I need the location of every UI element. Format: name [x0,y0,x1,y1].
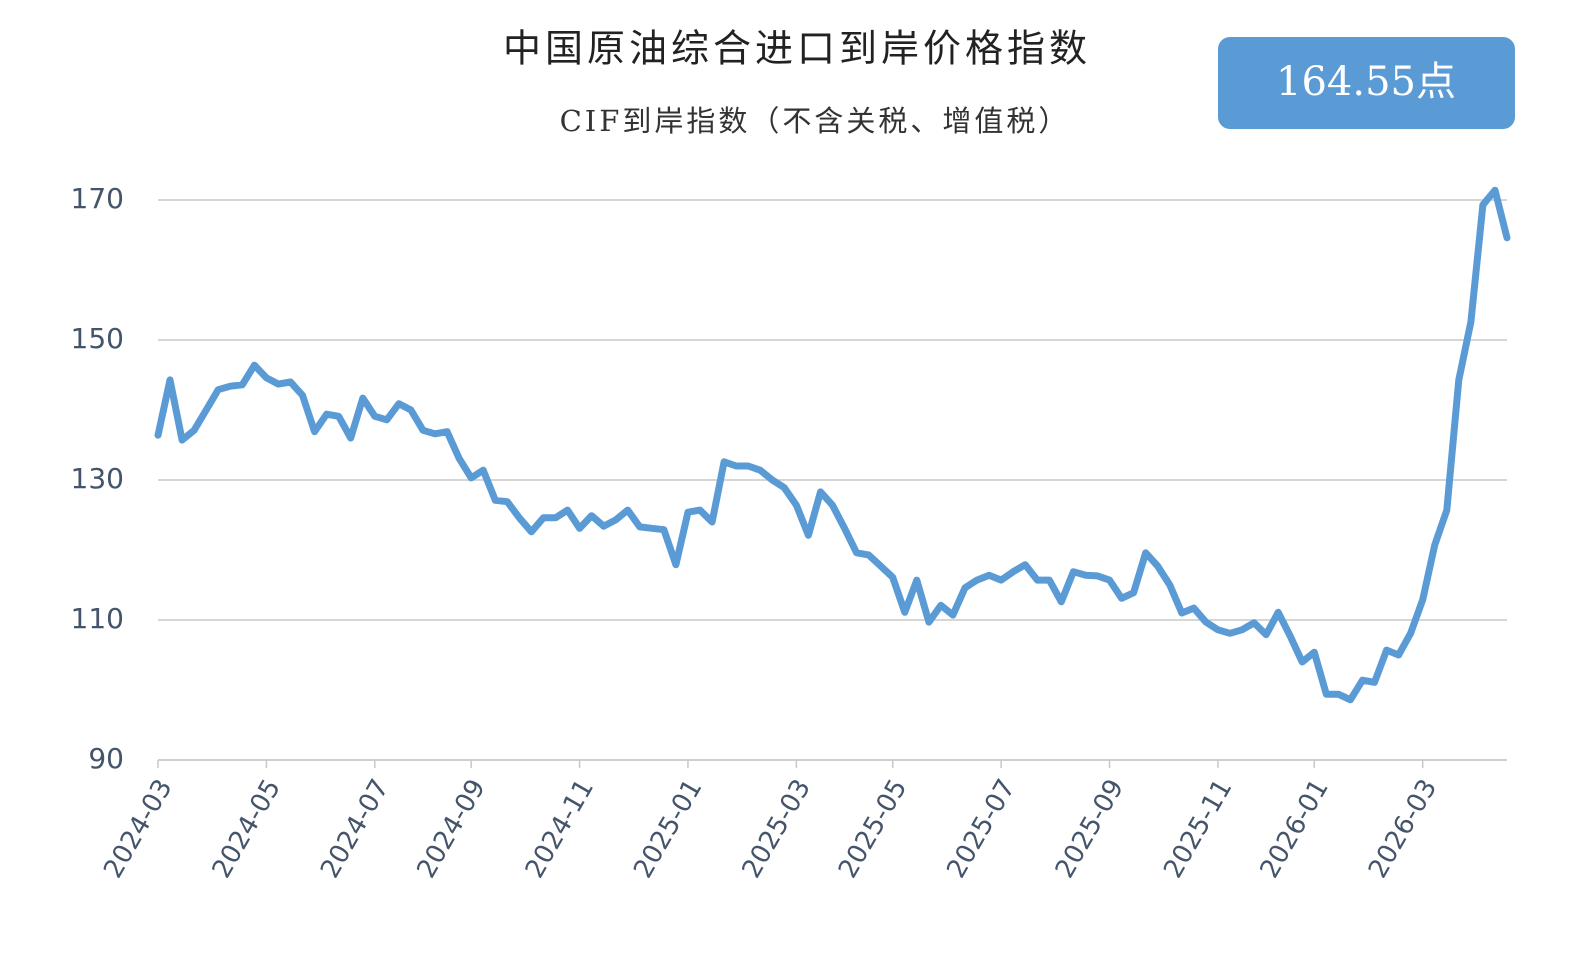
x-tick-label: 2025-05 [833,774,913,883]
x-tick-label: 2024-07 [315,774,395,883]
badge: 164.55点 [1276,59,1456,105]
y-tick-label: 90 [88,742,124,775]
x-tick-label: 2024-09 [411,774,491,883]
y-tick-label: 150 [71,322,124,355]
y-tick-label: 110 [71,602,124,635]
x-tick-label: 2024-05 [207,774,287,883]
x-tick-label: 2025-09 [1050,774,1130,883]
x-tick-label: 2026-01 [1255,774,1335,883]
chart-subtitle: CIF到岸指数（不含关税、增值税） [560,104,1071,138]
y-tick-label: 170 [71,182,124,215]
x-tick-label: 2025-07 [941,774,1021,883]
x-tick-label: 2025-03 [737,774,817,883]
chart-title: 中国原油综合进口到岸价格指数 [503,27,1091,71]
x-tick-label: 2025-11 [1158,774,1238,883]
y-tick-label: 130 [71,462,124,495]
x-tick-label: 2025-01 [628,774,708,883]
data-line [154,186,1511,704]
x-tick-label: 2024-03 [98,774,178,883]
x-tick-label: 2026-03 [1363,774,1443,883]
badge-box [1218,37,1515,129]
x-tick-label: 2024-11 [520,774,600,883]
